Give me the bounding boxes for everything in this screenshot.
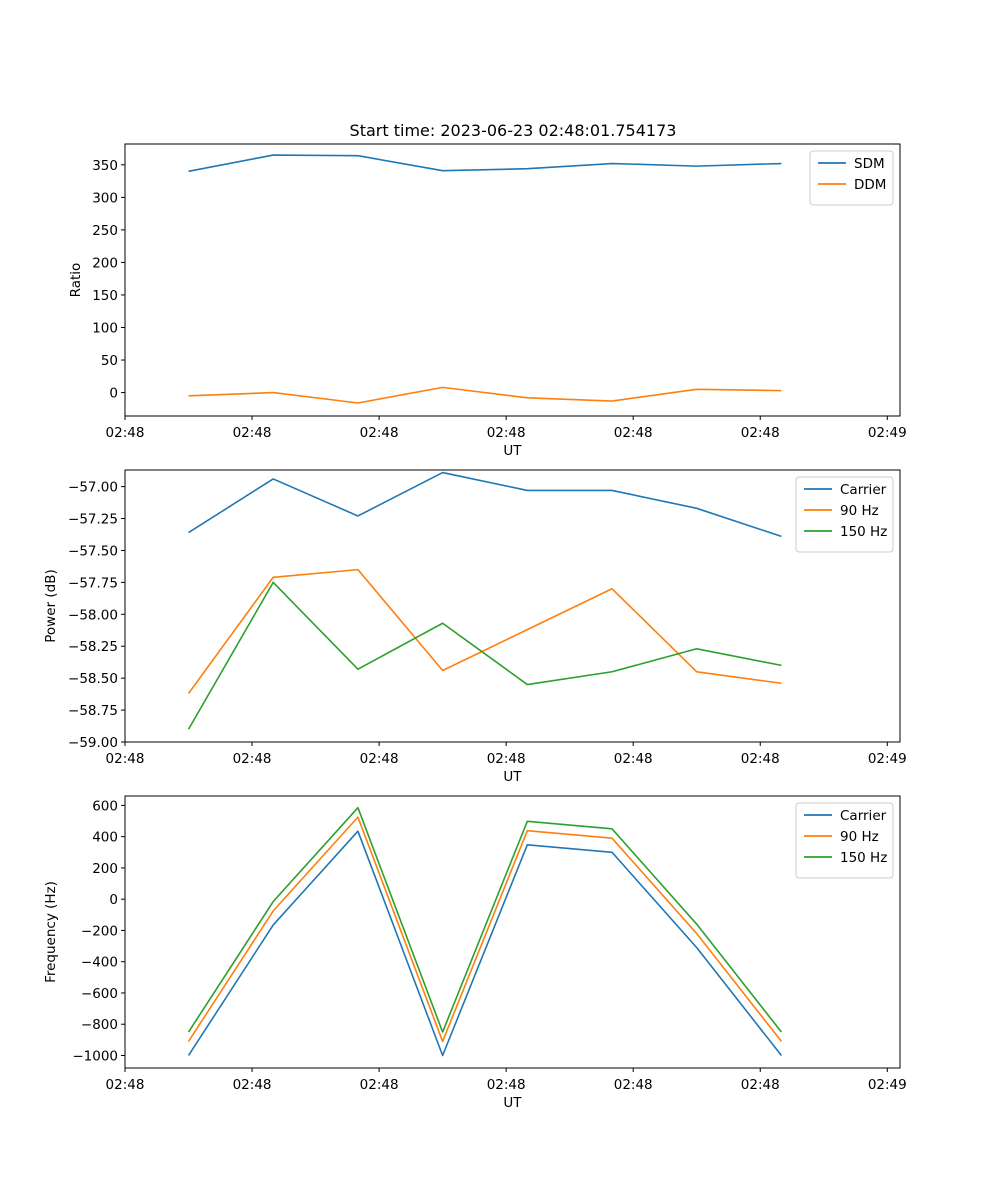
x-tick-label: 02:48 xyxy=(106,425,145,441)
x-tick-label: 02:48 xyxy=(233,751,272,767)
legend-entry: 150 Hz xyxy=(840,524,887,540)
series-line-ddm xyxy=(188,386,782,404)
y-tick-label: −57.00 xyxy=(68,480,118,496)
x-tick-label: 02:48 xyxy=(106,1077,145,1093)
x-tick-label: 02:48 xyxy=(487,751,526,767)
x-tick-label: 02:49 xyxy=(868,425,907,441)
legend-entry: 150 Hz xyxy=(840,850,887,866)
chart-panel-1: 0 50 100 150 200 250 300 350 02:48 02:48 02:48 02:4… xyxy=(68,143,907,459)
x-tick-label: 02:48 xyxy=(614,425,653,441)
y-axis-label: Power (dB) xyxy=(43,569,59,642)
legend-entry: Carrier xyxy=(840,482,887,498)
legend-box xyxy=(809,150,894,206)
x-tick-label: 02:48 xyxy=(233,425,272,441)
y-axis-label: Ratio xyxy=(68,263,84,298)
x-tick-label: 02:48 xyxy=(487,1077,526,1093)
y-tick-label: −600 xyxy=(81,986,118,1002)
y-tick-label: −58.25 xyxy=(68,639,118,655)
legend: SDM DDM xyxy=(809,150,894,206)
y-tick-label: 150 xyxy=(92,288,118,304)
y-tick-label: −400 xyxy=(81,955,118,971)
x-tick-label: 02:48 xyxy=(360,751,399,767)
legend-entry: 90 Hz xyxy=(840,829,879,845)
x-tick-label: 02:48 xyxy=(106,751,145,767)
series-line-90-hz xyxy=(187,568,782,694)
y-axis-label: Frequency (Hz) xyxy=(43,881,59,983)
y-tick-label: −58.00 xyxy=(68,607,118,623)
axes-frame xyxy=(124,469,901,743)
y-tick-label: −200 xyxy=(81,923,118,939)
x-tick-label: 02:48 xyxy=(741,1077,780,1093)
axes-frame xyxy=(124,143,901,417)
y-tick-label: −57.25 xyxy=(68,512,118,528)
series-line-sdm xyxy=(188,154,782,173)
legend-box xyxy=(795,476,894,553)
legend: Carrier 90 Hz 150 Hz xyxy=(795,802,894,879)
y-tick-label: −58.50 xyxy=(68,671,118,687)
x-axis-label: UT xyxy=(503,769,522,785)
series-line-90-hz xyxy=(187,816,783,1043)
x-axis-label: UT xyxy=(503,443,522,459)
x-tick-label: 02:48 xyxy=(614,751,653,767)
chart-panel-3: −1000 −800 −600 −400 −200 0 200 400 600 02:48 02:4… xyxy=(43,795,907,1111)
y-tick-label: 350 xyxy=(92,158,118,174)
chart-panels: 0 50 100 150 200 250 300 350 02:48 02:48 02:48 02:4… xyxy=(43,143,907,1111)
x-tick-label: 02:48 xyxy=(360,1077,399,1093)
legend-entry: 90 Hz xyxy=(840,503,879,519)
y-tick-label: −59.00 xyxy=(68,735,118,751)
y-tick-label: −1000 xyxy=(72,1048,118,1064)
y-tick-label: 400 xyxy=(92,830,118,846)
y-tick-label: 100 xyxy=(92,321,118,337)
y-tick-label: 200 xyxy=(92,861,118,877)
x-tick-label: 02:48 xyxy=(233,1077,272,1093)
y-tick-label: −800 xyxy=(81,1017,118,1033)
legend-entry: Carrier xyxy=(840,808,887,824)
x-tick-label: 02:49 xyxy=(868,1077,907,1093)
y-tick-label: 0 xyxy=(109,892,118,908)
series-line-carrier xyxy=(187,830,783,1057)
x-tick-label: 02:49 xyxy=(868,751,907,767)
y-tick-label: 0 xyxy=(109,386,118,402)
legend: Carrier 90 Hz 150 Hz xyxy=(795,476,894,553)
figure-title: Start time: 2023-06-23 02:48:01.754173 xyxy=(350,121,677,140)
y-tick-label: 50 xyxy=(101,353,118,369)
legend-entry: SDM xyxy=(854,156,885,172)
chart-panel-2: −59.00 −58.75 −58.50 −58.25 −58.00 −57.75 −57.… xyxy=(43,469,907,785)
axes-frame xyxy=(124,795,901,1069)
legend-entry: DDM xyxy=(854,177,886,193)
y-tick-label: −57.75 xyxy=(68,575,118,591)
series-line-150-hz xyxy=(187,806,783,1033)
x-tick-label: 02:48 xyxy=(741,751,780,767)
y-tick-label: 200 xyxy=(92,255,118,271)
series-line-150-hz xyxy=(187,581,782,730)
y-tick-label: −58.75 xyxy=(68,703,118,719)
legend-box xyxy=(795,802,894,879)
y-tick-label: 600 xyxy=(92,798,118,814)
y-tick-label: 300 xyxy=(92,190,118,206)
y-tick-label: 250 xyxy=(92,223,118,239)
x-tick-label: 02:48 xyxy=(741,425,780,441)
x-axis-label: UT xyxy=(503,1095,522,1111)
series-line-carrier xyxy=(188,471,782,538)
y-tick-label: −57.50 xyxy=(68,543,118,559)
x-tick-label: 02:48 xyxy=(487,425,526,441)
x-tick-label: 02:48 xyxy=(360,425,399,441)
x-tick-label: 02:48 xyxy=(614,1077,653,1093)
